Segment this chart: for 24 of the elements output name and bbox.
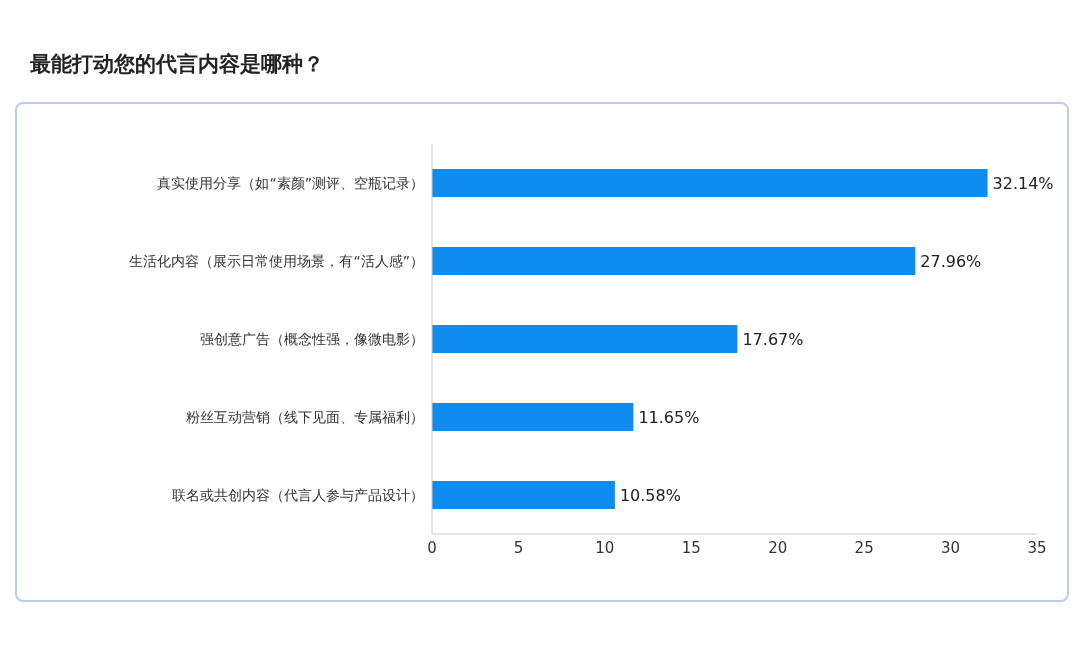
x-tick-label: 15 <box>681 538 701 557</box>
x-tick-label: 5 <box>513 538 524 557</box>
data-label: 32.14% <box>992 173 1054 193</box>
x-tick-label: 35 <box>1027 538 1047 557</box>
bar <box>432 481 615 509</box>
text: 最能打动您的代言内容是哪种？ <box>30 51 324 78</box>
bar <box>432 403 634 431</box>
x-tick-label: 0 <box>427 538 437 557</box>
y-tick-label: 粉丝互动营销（线下见面、专属福利） <box>186 408 424 425</box>
data-label: 17.67% <box>742 329 804 349</box>
x-tick-label: 20 <box>768 538 788 557</box>
bar <box>432 169 988 197</box>
bar <box>432 247 916 275</box>
x-tick-label: 30 <box>941 538 961 557</box>
x-tick-label: 25 <box>854 538 874 557</box>
y-tick-label: 强创意广告（概念性强，像微电影） <box>200 330 424 347</box>
y-tick-label: 生活化内容（展示日常使用场景，有“活人感”） <box>129 252 424 269</box>
x-tick-label: 10 <box>595 538 615 557</box>
data-label: 11.65% <box>638 407 700 427</box>
data-label: 27.96% <box>920 251 982 271</box>
y-tick-label: 联名或共创内容（代言人参与产品设计） <box>172 486 424 503</box>
data-label: 10.58% <box>619 485 681 505</box>
bar <box>432 325 738 353</box>
y-tick-label: 真实使用分享（如“素颜”测评、空瓶记录） <box>157 174 424 191</box>
